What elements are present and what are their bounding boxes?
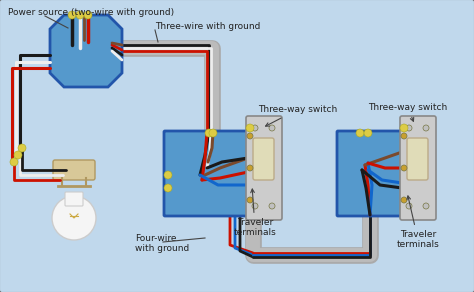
Circle shape [164,171,172,179]
FancyBboxPatch shape [53,160,95,180]
FancyBboxPatch shape [246,116,282,220]
Polygon shape [50,15,122,87]
Circle shape [356,129,364,137]
Circle shape [68,11,76,19]
Circle shape [76,11,84,19]
Text: Traveler
terminals: Traveler terminals [234,189,276,237]
Circle shape [423,203,429,209]
Circle shape [406,203,412,209]
Circle shape [364,129,372,137]
Circle shape [406,125,412,131]
Circle shape [205,129,213,137]
FancyBboxPatch shape [337,131,404,216]
Circle shape [400,124,408,132]
Text: Four-wire
with ground: Four-wire with ground [135,234,189,253]
FancyBboxPatch shape [400,116,436,220]
Circle shape [209,129,217,137]
Circle shape [246,124,254,132]
Circle shape [164,184,172,192]
FancyBboxPatch shape [407,138,428,180]
Circle shape [10,158,18,166]
Circle shape [401,197,407,203]
FancyBboxPatch shape [65,192,83,206]
Circle shape [401,133,407,139]
Circle shape [84,11,92,19]
Circle shape [252,125,258,131]
Circle shape [18,144,26,152]
Circle shape [423,125,429,131]
Circle shape [252,203,258,209]
Circle shape [247,133,253,139]
Text: Power source (two-wire with ground): Power source (two-wire with ground) [8,8,174,17]
Text: Traveler
terminals: Traveler terminals [397,196,439,249]
Circle shape [269,125,275,131]
Text: Three-way switch: Three-way switch [258,105,337,126]
Text: Three-wire with ground: Three-wire with ground [155,22,260,31]
Circle shape [401,165,407,171]
Circle shape [52,196,96,240]
Circle shape [14,151,22,159]
Text: Three-way switch: Three-way switch [368,103,447,121]
Circle shape [247,165,253,171]
Circle shape [269,203,275,209]
Circle shape [247,197,253,203]
FancyBboxPatch shape [253,138,274,180]
FancyBboxPatch shape [164,131,254,216]
